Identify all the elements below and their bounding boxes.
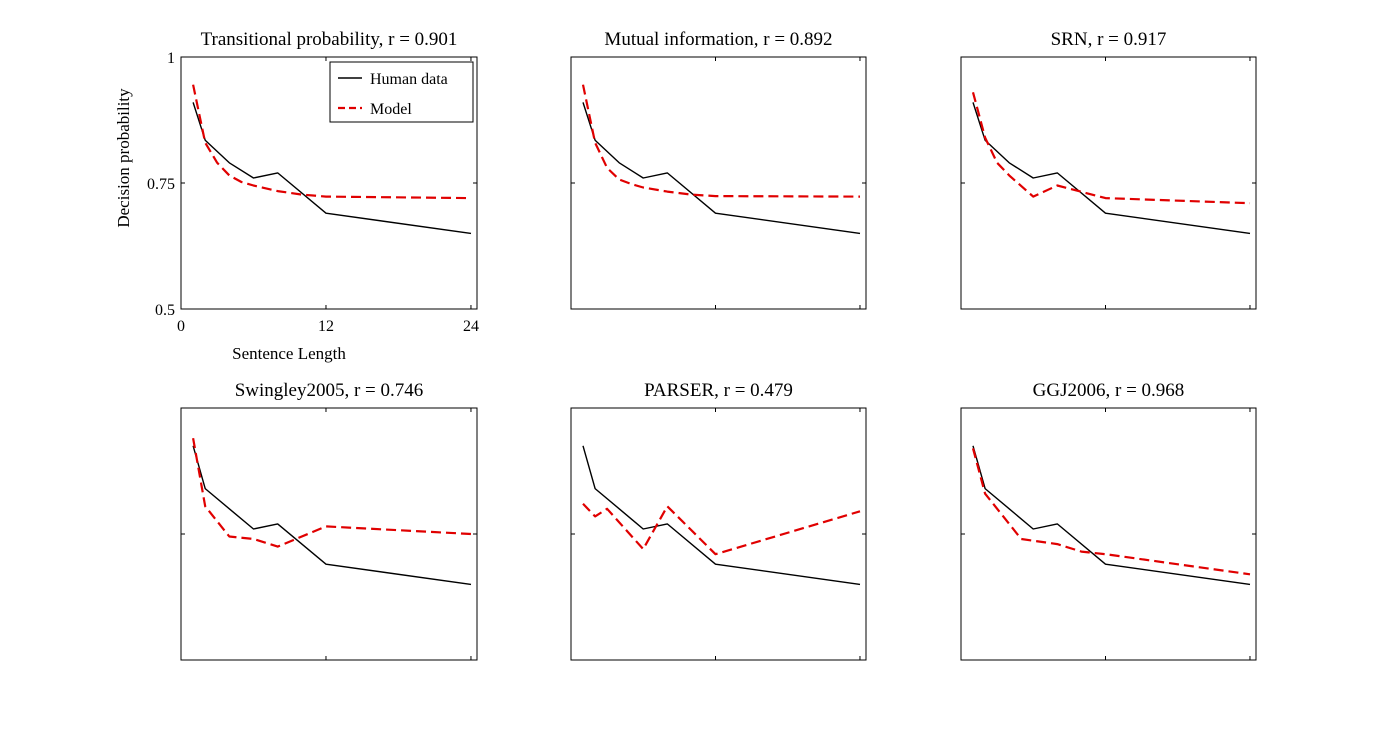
human-data-series-line (972, 102, 1251, 235)
panel-title: Transitional probability, r = 0.901 (201, 29, 458, 50)
human-data-series-line (972, 445, 1251, 586)
human-data-series-line (192, 102, 472, 235)
legend-entry-label: Model (370, 101, 412, 118)
y-tick-label: 1 (167, 50, 175, 67)
model-series-line (581, 84, 861, 198)
x-tick-label: 0 (177, 318, 185, 335)
model-series-line (582, 503, 861, 556)
x-axis-label: Sentence Length (232, 344, 346, 363)
panel-3: SRN, r = 0.917 (960, 29, 1257, 310)
model-series-line (192, 84, 472, 200)
panel-title: SRN, r = 0.917 (1051, 29, 1167, 50)
model-series-line (971, 92, 1251, 205)
model-series-line (192, 438, 472, 548)
panel-title: GGJ2006, r = 0.968 (1033, 380, 1185, 401)
human-data-series-line (582, 102, 861, 235)
panel-5: PARSER, r = 0.479 (570, 380, 867, 661)
panels: Transitional probability, r = 0.901 0 12 24… (114, 29, 1257, 661)
x-tick-label: 12 (318, 318, 334, 335)
panel-4: Swingley2005, r = 0.746 (180, 380, 478, 661)
panel-title: Mutual information, r = 0.892 (604, 29, 832, 50)
panel-1: Transitional probability, r = 0.901 0 12 24… (114, 29, 479, 363)
legend-box (329, 61, 474, 123)
y-axis-label: Decision probability (114, 88, 133, 228)
legend: Human data Model (329, 61, 474, 123)
panel-title: PARSER, r = 0.479 (644, 380, 793, 401)
panel-2: Mutual information, r = 0.892 (570, 29, 867, 310)
x-tick-label: 24 (463, 318, 479, 335)
panel-6: GGJ2006, r = 0.968 (960, 380, 1257, 661)
y-tick-label: 0.75 (147, 176, 175, 193)
model-series-line (971, 448, 1251, 576)
panel-title: Swingley2005, r = 0.746 (235, 380, 424, 401)
y-tick-label: 0.5 (155, 302, 175, 319)
human-data-series-line (192, 445, 472, 586)
legend-entry-label: Human data (370, 71, 448, 88)
human-data-series-line (582, 445, 861, 586)
